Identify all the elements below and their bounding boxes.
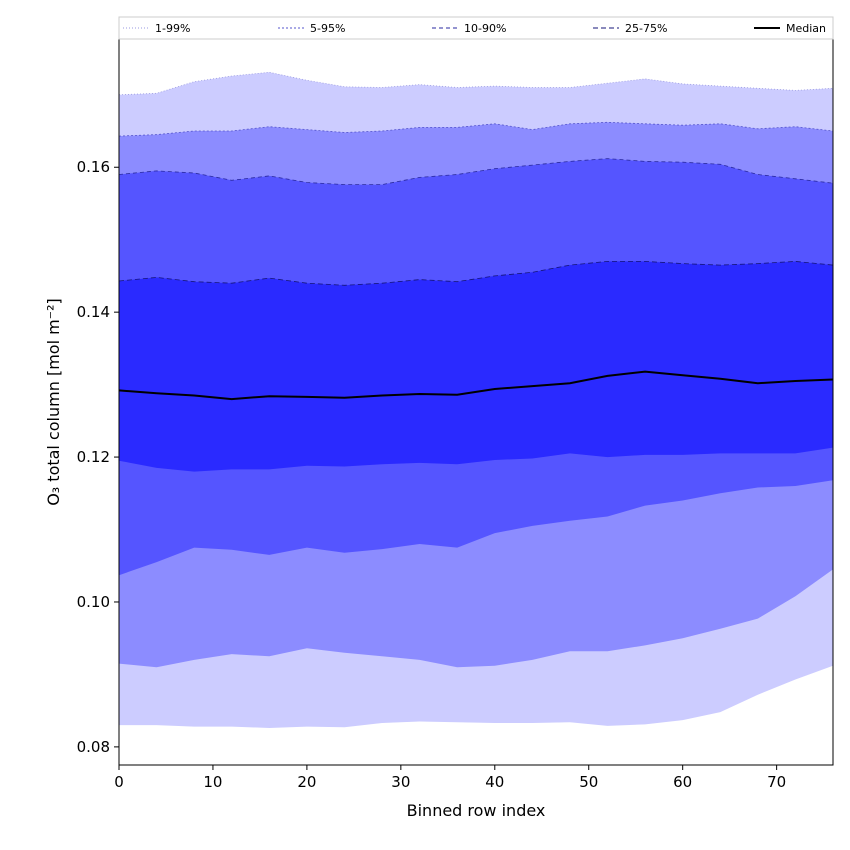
median-line: [118, 370, 834, 401]
legend-label: 10-90%: [464, 22, 506, 35]
y-tick-label: 0.10: [77, 593, 110, 611]
legend-label: 5-95%: [310, 22, 345, 35]
x-axis-label: Binned row index: [407, 801, 546, 820]
x-tick-label: 50: [579, 773, 598, 791]
band-25-75: [119, 261, 833, 472]
x-tick-label: 70: [767, 773, 786, 791]
x-tick-label: 40: [485, 773, 504, 791]
y-axis-label: O₃ total column [mol m⁻²]: [44, 298, 63, 506]
y-tick-label: 0.08: [77, 738, 110, 756]
x-axis-ticks: 0 10 20 30 40 50 60 70: [114, 765, 786, 791]
x-tick-label: 20: [297, 773, 316, 791]
y-tick-label: 0.16: [77, 158, 110, 176]
legend-label: 25-75%: [625, 22, 667, 35]
y-axis-ticks: 0.08 0.10 0.12 0.14 0.16: [77, 158, 119, 756]
y-tick-label: 0.14: [77, 303, 110, 321]
bands-layer: [118, 71, 834, 729]
legend-box: [118, 16, 834, 40]
x-tick-label: 60: [673, 773, 692, 791]
y-tick-label: 0.12: [77, 448, 110, 466]
x-tick-label: 30: [391, 773, 410, 791]
legend: 1-99% 5-95% 10-90% 25-75% Median: [118, 16, 834, 40]
x-tick-label: 0: [114, 773, 124, 791]
band-5-95-upper-edge: [118, 121, 834, 137]
band-10-90-upper-edge: [118, 158, 834, 186]
x-tick-label: 10: [203, 773, 222, 791]
median-layer: [118, 370, 834, 401]
legend-label: 1-99%: [155, 22, 190, 35]
legend-label: Median: [786, 22, 826, 35]
